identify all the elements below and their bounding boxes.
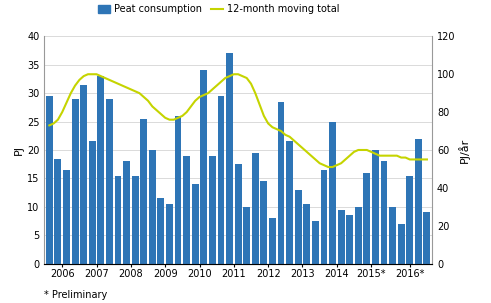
Bar xyxy=(312,221,319,264)
Bar xyxy=(355,207,362,264)
Bar xyxy=(158,198,164,264)
Y-axis label: PJ: PJ xyxy=(14,145,24,155)
Bar xyxy=(97,76,104,264)
Text: * Preliminary: * Preliminary xyxy=(44,290,108,300)
Bar xyxy=(415,139,422,264)
Bar xyxy=(321,170,327,264)
Y-axis label: PJ/år: PJ/år xyxy=(458,137,470,163)
Bar xyxy=(149,150,156,264)
Bar xyxy=(260,181,267,264)
Bar xyxy=(209,156,216,264)
Bar xyxy=(132,175,138,264)
Bar xyxy=(89,142,96,264)
Bar xyxy=(295,190,301,264)
Bar xyxy=(140,119,147,264)
Bar xyxy=(252,153,259,264)
Bar xyxy=(80,85,87,264)
Bar xyxy=(106,99,113,264)
Bar xyxy=(303,204,310,264)
Bar xyxy=(200,70,207,264)
Bar xyxy=(398,224,405,264)
Bar xyxy=(372,150,379,264)
Bar xyxy=(166,204,173,264)
Bar xyxy=(123,161,130,264)
Bar xyxy=(424,212,431,264)
Bar xyxy=(381,161,387,264)
Bar xyxy=(407,175,413,264)
Bar xyxy=(277,102,284,264)
Bar xyxy=(72,99,79,264)
Bar xyxy=(235,164,242,264)
Bar xyxy=(63,170,70,264)
Bar xyxy=(192,184,199,264)
Bar xyxy=(329,122,336,264)
Bar xyxy=(183,156,190,264)
Bar xyxy=(363,173,370,264)
Legend: Peat consumption, 12-month moving total: Peat consumption, 12-month moving total xyxy=(94,0,343,18)
Bar xyxy=(175,116,182,264)
Bar xyxy=(346,215,353,264)
Bar xyxy=(269,218,276,264)
Bar xyxy=(338,210,345,264)
Bar xyxy=(243,207,250,264)
Bar xyxy=(226,53,233,264)
Bar xyxy=(55,158,61,264)
Bar xyxy=(46,96,53,264)
Bar xyxy=(114,175,121,264)
Bar xyxy=(218,96,224,264)
Bar xyxy=(389,207,396,264)
Bar xyxy=(286,142,293,264)
